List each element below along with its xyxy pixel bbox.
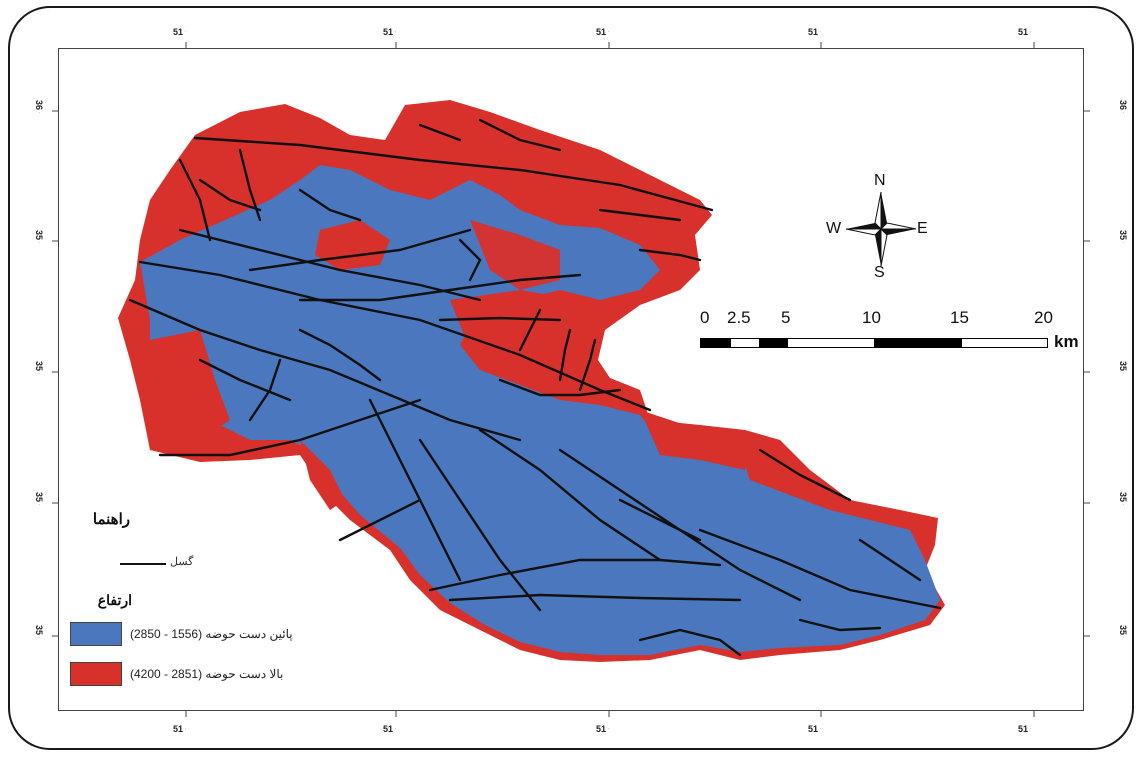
scale-tick-label: 5 — [781, 308, 791, 327]
latitude-label-left-5: 35' — [34, 625, 44, 638]
fault-line — [418, 123, 462, 142]
longitude-label-bottom-2: 51 ' — [383, 724, 396, 734]
upper-basin-patch — [470, 220, 560, 290]
compass-rose-icon — [845, 191, 917, 267]
fault-line — [478, 118, 562, 152]
fault-line — [458, 238, 482, 282]
fault-line — [758, 448, 852, 502]
fault-line — [448, 593, 742, 602]
fault-line — [238, 148, 262, 222]
latitude-label-right-5: 35' — [1118, 625, 1128, 638]
scale-tick-label: 10 — [862, 308, 881, 327]
latitude-label-left-4: 35' — [34, 492, 44, 505]
upper-basin-patch — [150, 330, 230, 440]
fault-line — [798, 618, 882, 632]
longitude-label-bottom-1: 51 ' — [173, 724, 186, 734]
fault-line — [518, 308, 542, 352]
legend-title: راهنما — [92, 511, 130, 528]
fault-line — [298, 328, 382, 382]
longitude-label-top-3: 51 ' — [596, 27, 609, 37]
fault-line — [858, 538, 922, 582]
fault-line — [618, 498, 702, 542]
fault-line — [158, 398, 422, 457]
fault-line — [638, 628, 742, 657]
fault-line — [128, 298, 522, 442]
fault-line — [248, 358, 282, 422]
latitude-label-right-3: 35' — [1118, 361, 1128, 374]
fault-line — [578, 338, 597, 392]
fault-line — [198, 178, 262, 212]
upper-basin-patch — [640, 410, 750, 470]
fault-line — [598, 208, 682, 222]
scale-track — [700, 338, 1048, 348]
fault-lines — [128, 118, 942, 657]
fault-line — [248, 228, 472, 272]
scale-tick-label: 15 — [950, 308, 969, 327]
fault-line — [368, 398, 462, 582]
fault-line — [178, 228, 482, 302]
legend: راهنما گسل ارتفاع پائین دست حوضه (1556 -… — [68, 508, 368, 698]
fault-legend-line — [120, 563, 166, 565]
fault-line — [178, 158, 212, 242]
fault-line — [558, 328, 572, 382]
fault-line — [438, 316, 562, 322]
lower-basin-swatch — [70, 622, 122, 646]
latitude-label-left-2: 35' — [34, 230, 44, 243]
north-arrow: N S E W — [826, 172, 936, 284]
scale-tick-label: 20 — [1034, 308, 1053, 327]
longitude-label-top-4: 51 ' — [808, 27, 821, 37]
longitude-label-top-5: 51 ' — [1018, 27, 1031, 37]
outer-frame — [8, 6, 1134, 750]
upper-basin-swatch — [70, 662, 122, 686]
fault-line — [298, 188, 362, 222]
north-label: N — [874, 172, 886, 189]
fault-line — [478, 428, 662, 562]
fault-line — [428, 558, 722, 592]
upper-basin-patch — [300, 440, 345, 510]
frame-ticks — [52, 42, 1090, 717]
fault-line — [498, 378, 622, 397]
latitude-label-right-2: 35' — [1118, 230, 1128, 243]
latitude-label-right-1: 36' — [1118, 100, 1128, 113]
longitude-label-top-1: 51 ' — [173, 27, 186, 37]
latitude-label-left-1: 36' — [34, 100, 44, 113]
scale-tick-label: 0 — [700, 308, 710, 327]
fault-line — [298, 273, 582, 302]
east-label: E — [917, 220, 928, 237]
lower-basin-label: پائین دست حوضه (1556 - 2850) — [130, 627, 293, 641]
latitude-label-right-4: 35' — [1118, 492, 1128, 505]
fault-legend-label: گسل — [170, 556, 194, 568]
fault-line — [138, 260, 652, 412]
fault-line — [193, 136, 714, 212]
longitude-label-bottom-5: 51 ' — [1018, 724, 1031, 734]
longitude-label-bottom-4: 51 ' — [808, 724, 821, 734]
south-label: S — [874, 264, 885, 281]
longitude-label-bottom-3: 51 ' — [596, 724, 609, 734]
scale-unit: km — [1054, 332, 1079, 351]
fault-line — [418, 438, 542, 612]
lower-basin-area — [140, 165, 940, 655]
west-label: W — [826, 220, 842, 237]
scale-bar: 0 2.5 5 10 15 20 km — [700, 308, 1100, 358]
fault-line — [638, 248, 702, 262]
fault-line — [338, 498, 422, 542]
longitude-label-top-2: 51 ' — [383, 27, 396, 37]
upper-basin-label: بالا دست حوضه (2851 - 4200) — [130, 667, 284, 681]
latitude-label-left-3: 35' — [34, 361, 44, 374]
fault-line — [198, 358, 292, 402]
fault-line — [698, 528, 942, 610]
scale-tick-label: 2.5 — [727, 308, 751, 327]
elevation-legend-title: ارتفاع — [97, 592, 132, 608]
